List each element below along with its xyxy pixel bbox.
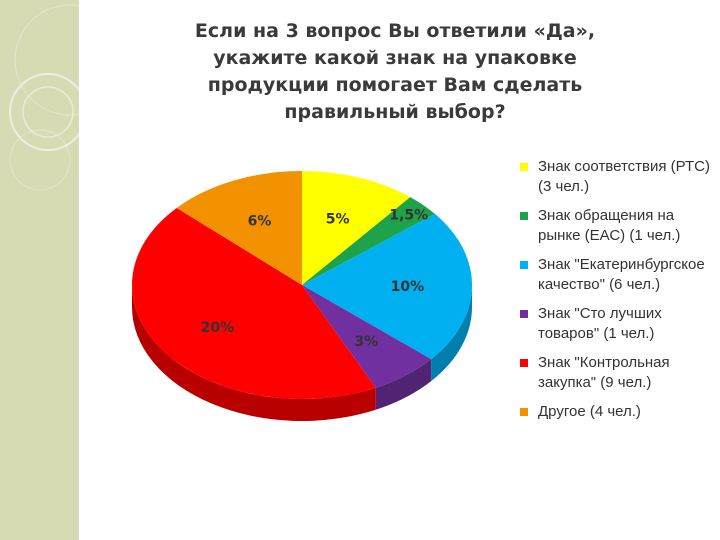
pie-slice-2	[302, 213, 472, 360]
pie-slice-4	[132, 207, 376, 399]
pie-slice-1	[302, 197, 435, 285]
pie-slice-3	[302, 285, 432, 388]
pie-slice-side-2	[431, 285, 472, 382]
legend-swatch-1	[520, 212, 528, 220]
legend-label-5: Другое (4 чел.)	[538, 403, 641, 420]
slide-title: Если на 3 вопрос Вы ответили «Да», укажи…	[194, 20, 596, 123]
pie-slice-side-4	[132, 285, 376, 421]
legend-item-1: Знак обращения на рынке (ЕАС) (1 чел.)	[518, 206, 718, 246]
pie-slice-side-3	[375, 359, 432, 410]
legend-swatch-4	[520, 359, 528, 367]
data-label-5: 6%	[248, 213, 272, 229]
legend-swatch-2	[520, 261, 528, 269]
legend-item-0: Знак соответствия (РТС) (3 чел.)	[518, 157, 718, 197]
legend-label-2: Знак "Екатеринбургское качество" (6 чел.…	[538, 256, 705, 293]
legend-item-2: Знак "Екатеринбургское качество" (6 чел.…	[518, 255, 718, 295]
legend-swatch-0	[520, 163, 528, 171]
data-label-0: 5%	[326, 211, 350, 227]
legend-item-4: Знак "Контрольная закупка" (9 чел.)	[518, 353, 718, 393]
data-label-4: 20%	[201, 320, 235, 336]
decorative-circles	[9, 4, 120, 191]
legend-item-5: Другое (4 чел.)	[518, 402, 718, 422]
legend-label-3: Знак "Сто лучших товаров" (1 чел.)	[538, 305, 662, 342]
legend-swatch-3	[520, 310, 528, 318]
decorative-sidebar	[0, 0, 120, 540]
legend-label-0: Знак соответствия (РТС) (3 чел.)	[538, 158, 710, 195]
pie-slice-0	[302, 171, 411, 285]
pie-chart: 5% 1,5% 10% 3% 20% 6%	[132, 171, 472, 421]
data-label-3: 3%	[354, 334, 378, 350]
legend-swatch-5	[520, 408, 528, 416]
legend-label-4: Знак "Контрольная закупка" (9 чел.)	[538, 354, 670, 391]
legend-item-3: Знак "Сто лучших товаров" (1 чел.)	[518, 304, 718, 344]
data-label-2: 10%	[391, 279, 425, 295]
legend-label-1: Знак обращения на рынке (ЕАС) (1 чел.)	[538, 207, 681, 244]
chart-legend: Знак соответствия (РТС) (3 чел.) Знак обр…	[518, 157, 718, 431]
pie-slice-5	[176, 171, 302, 285]
data-label-1: 1,5%	[389, 208, 428, 224]
